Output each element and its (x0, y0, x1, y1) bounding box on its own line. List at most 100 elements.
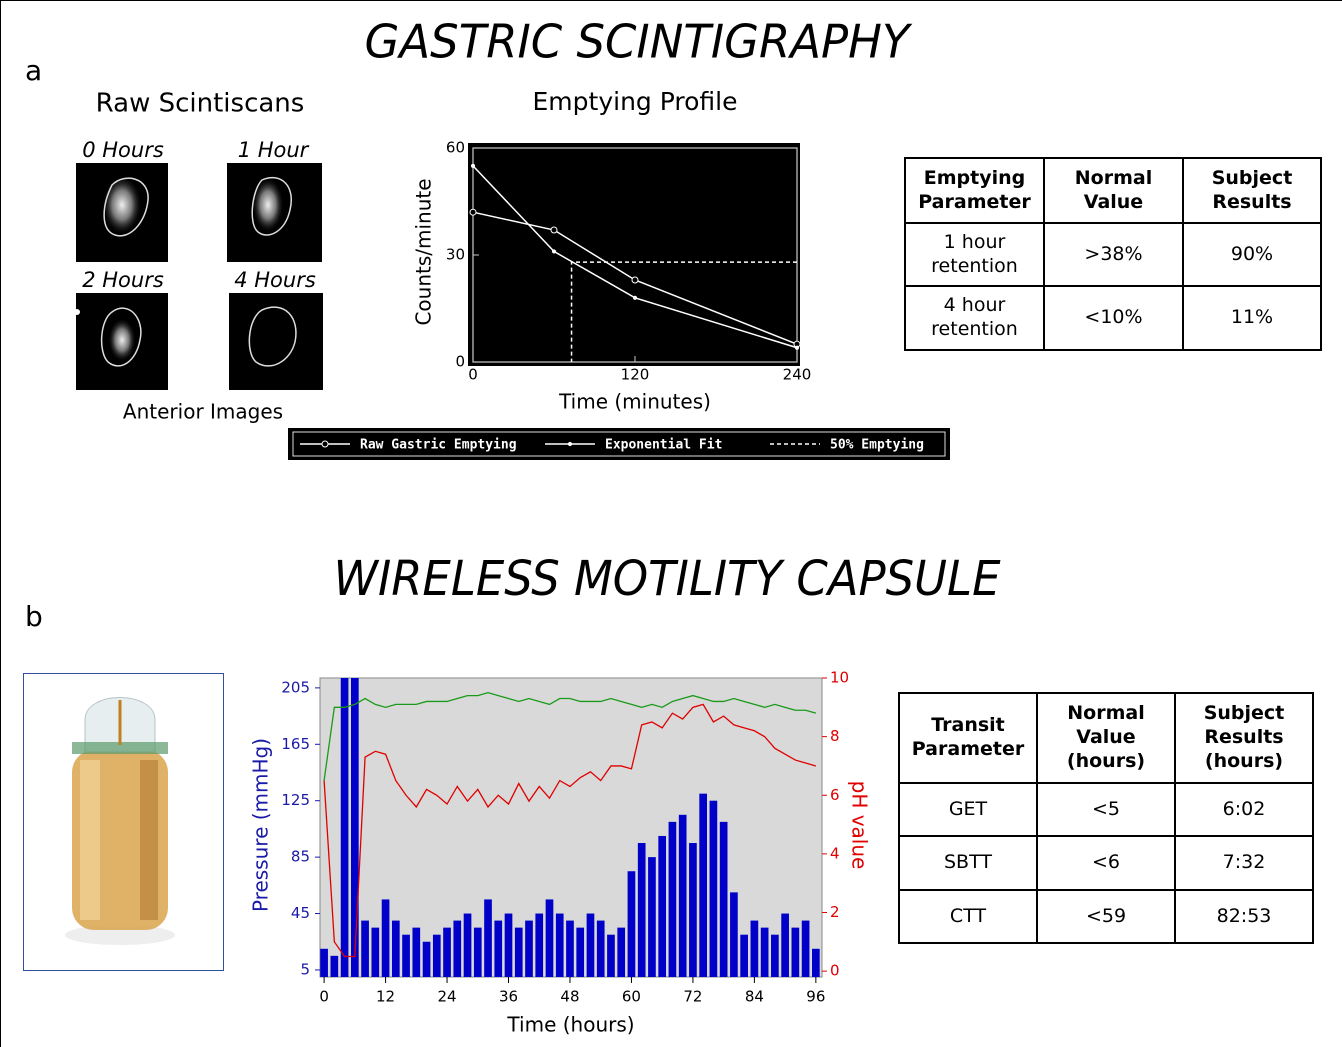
pressure-bar (607, 935, 615, 977)
pressure-bar (351, 678, 359, 977)
table-header-cell: Normal Value (hours) (1037, 693, 1175, 783)
pressure-bar (412, 928, 420, 977)
y2-axis-label: pH value (848, 781, 872, 870)
pressure-bar (423, 942, 431, 977)
pressure-bar (535, 914, 543, 977)
x-tick-label: 48 (560, 988, 579, 1006)
y-tick-label: 85 (291, 848, 310, 866)
pressure-bar (597, 921, 605, 977)
y-tick-label: 45 (291, 904, 310, 922)
y2-tick-label: 8 (830, 727, 840, 745)
pressure-bar (720, 822, 728, 977)
pressure-bar (474, 928, 482, 977)
y2-tick-label: 10 (830, 669, 849, 687)
y2-tick-label: 0 (830, 962, 840, 980)
figure: a GASTRIC SCINTIGRAPHY Raw Scintiscans 0… (0, 0, 1342, 1047)
table-cell: <10% (1044, 286, 1183, 350)
y-axis-label: Pressure (mmHg) (249, 738, 273, 912)
table-cell: <6 (1037, 836, 1175, 890)
y-tick-label: 0 (455, 353, 465, 371)
scans-title: Raw Scintiscans (96, 89, 305, 119)
pressure-bar (689, 843, 697, 977)
pressure-bar (587, 914, 595, 977)
series-marker (632, 277, 638, 283)
x-tick-label: 96 (806, 988, 825, 1006)
pressure-bar (781, 914, 789, 977)
legend-label: Raw Gastric Emptying (360, 438, 517, 453)
pressure-bar (576, 928, 584, 977)
scan-label: 0 Hours (82, 138, 164, 162)
table-cell: <59 (1037, 890, 1175, 943)
pressure-bar (648, 857, 656, 977)
table-row: 4 hour retention<10%11% (905, 286, 1321, 350)
pressure-bar (751, 921, 759, 977)
legend-label: 50% Emptying (830, 438, 924, 453)
y-tick-label: 5 (300, 960, 310, 978)
pressure-bar (361, 921, 369, 977)
y2-tick-label: 6 (830, 786, 840, 804)
pressure-bar (669, 822, 677, 977)
pressure-bar (761, 928, 769, 977)
pressure-bar (494, 921, 502, 977)
x-tick-label: 0 (468, 366, 478, 384)
panel-title: GASTRIC SCINTIGRAPHY (365, 15, 914, 69)
scan-image (74, 293, 168, 390)
table-cell: >38% (1044, 223, 1183, 286)
series-marker (795, 346, 798, 349)
scans-caption: Anterior Images (123, 400, 283, 424)
chart-title: Emptying Profile (533, 87, 738, 116)
x-tick-label: 36 (499, 988, 518, 1006)
x-tick-label: 72 (683, 988, 702, 1006)
x-tick-label: 240 (783, 366, 812, 384)
table-header-cell: Emptying Parameter (905, 158, 1044, 223)
table-cell: GET (899, 783, 1037, 836)
pressure-bar (699, 794, 707, 977)
pressure-bar (710, 801, 718, 977)
table-header-cell: Subject Results (hours) (1175, 693, 1313, 783)
scan-image (76, 163, 168, 262)
table-header-cell: Subject Results (1183, 158, 1321, 223)
scan-image (229, 293, 323, 390)
pressure-bar (453, 921, 461, 977)
pressure-bar (515, 928, 523, 977)
table-cell: SBTT (899, 836, 1037, 890)
y2-tick-label: 4 (830, 844, 840, 862)
panel-title: WIRELESS MOTILITY CAPSULE (334, 551, 1002, 607)
pressure-bar (382, 899, 390, 977)
series-marker (633, 296, 636, 299)
capsule-photo (24, 674, 224, 971)
pressure-bar (658, 836, 666, 977)
pressure-bar (556, 914, 564, 977)
pressure-bar (740, 935, 748, 977)
x-tick-label: 60 (622, 988, 641, 1006)
x-tick-label: 0 (319, 988, 329, 1006)
table-cell: 82:53 (1175, 890, 1313, 943)
y-tick-label: 60 (446, 139, 465, 157)
y-tick-label: 165 (281, 735, 310, 753)
y-tick-label: 30 (446, 246, 465, 264)
y-tick-label: 205 (281, 678, 310, 696)
x-tick-label: 24 (437, 988, 456, 1006)
table-header-cell: Normal Value (1044, 158, 1183, 223)
table-cell: 90% (1183, 223, 1321, 286)
table-cell: 6:02 (1175, 783, 1313, 836)
table-cell: 11% (1183, 286, 1321, 350)
pressure-bar (628, 871, 636, 977)
pressure-bar (638, 843, 646, 977)
pressure-bar (792, 928, 800, 977)
pressure-bar (771, 935, 779, 977)
y-tick-label: 125 (281, 791, 310, 809)
series-marker (470, 209, 476, 215)
x-tick-label: 120 (621, 366, 650, 384)
pressure-bar (433, 935, 441, 977)
pressure-bar (505, 914, 513, 977)
legend-marker (322, 441, 328, 447)
